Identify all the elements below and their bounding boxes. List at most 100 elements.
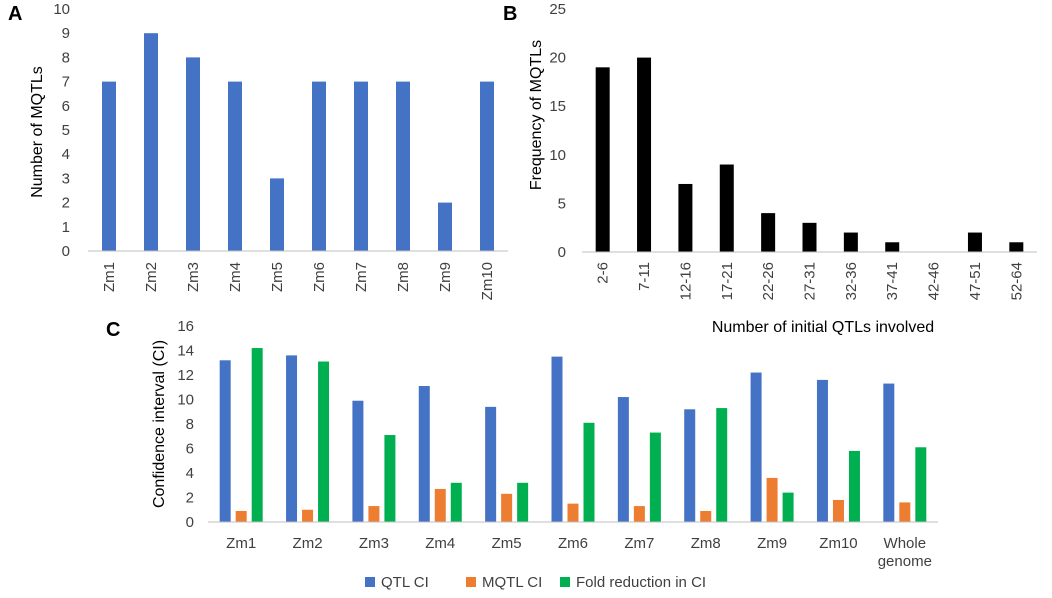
panel-a-bars: [102, 33, 494, 252]
panel-c-bar-mqtl-ci-2: [368, 506, 380, 522]
panel-c-x-tick-2: Zm3: [359, 535, 389, 552]
panel-b-bars: [595, 57, 1024, 252]
panel-b-bar-7: [885, 242, 900, 252]
panel-c-x-tick-8: Zm9: [757, 535, 787, 552]
panel-b-bar-1: [637, 57, 652, 252]
panel-a-x-ticks: Zm1 Zm2 Zm3 Zm4 Zm5 Zm6 Zm7 Zm8 Zm9 Zm10: [101, 262, 496, 300]
panel-a-bar-1: [144, 33, 158, 252]
panel-a-bar-0: [102, 81, 116, 251]
panel-a-bar-8: [438, 202, 452, 251]
panel-a-label: A: [8, 3, 22, 25]
panel-c-bar-mqtl-ci-6: [633, 506, 645, 522]
panel-b-y-tick-3: 15: [549, 98, 566, 115]
panel-a-bar-6: [354, 81, 368, 251]
panel-c-x-tick-0: Zm1: [226, 535, 256, 552]
panel-c-bar-qtl-ci-1: [286, 355, 298, 522]
panel-b-bar-6: [843, 232, 858, 252]
panel-c-bar-fold-reduction-in-ci-5: [583, 422, 595, 522]
panel-c-bar-qtl-ci-4: [485, 406, 497, 522]
panel-c-x-tick-6: Zm7: [624, 535, 654, 552]
panel-c-x-tick-3: Zm4: [425, 535, 455, 552]
panel-a-x-tick-4: Zm5: [269, 262, 286, 292]
panel-c-y-tick-4: 8: [186, 416, 194, 433]
panel-c-bars: [219, 348, 927, 522]
panel-b-x-axis-label: Number of initial QTLs involved: [712, 319, 934, 336]
panel-c-bar-qtl-ci-10: [883, 383, 895, 522]
panel-c-bar-mqtl-ci-3: [434, 488, 446, 522]
panel-a-y-tick-8: 8: [62, 49, 70, 66]
legend-swatch-1: [466, 577, 476, 587]
panel-b-x-tick-2: 12-16: [677, 262, 694, 300]
panel-b-x-tick-1: 7-11: [636, 262, 653, 291]
chart-panel-b: B Frequency of MQTLs 0 5 10 15 20 25 2-6 7-11 1…: [503, 1, 1037, 336]
legend-swatch-2: [560, 577, 570, 587]
panel-c-y-tick-6: 12: [177, 367, 194, 384]
panel-c-x-tick-10: Whole genome: [878, 535, 932, 570]
panel-a-y-tick-5: 5: [62, 122, 70, 139]
panel-b-bar-9: [967, 232, 982, 252]
panel-c-bar-qtl-ci-5: [551, 356, 563, 522]
panel-b-y-ticks: 0 5 10 15 20 25: [549, 1, 566, 261]
panel-c-x-tick-7: Zm8: [691, 535, 721, 552]
panel-c-bar-qtl-ci-7: [684, 409, 696, 522]
panel-c-bar-qtl-ci-6: [617, 397, 629, 522]
panel-b-bar-4: [761, 213, 776, 252]
panel-b-y-tick-0: 0: [558, 244, 566, 261]
panel-b-label: B: [503, 3, 517, 25]
panel-c-bar-fold-reduction-in-ci-4: [517, 482, 529, 522]
panel-b-x-tick-0: 2-6: [595, 262, 612, 284]
panel-c-bar-qtl-ci-0: [219, 360, 231, 522]
legend-swatch-0: [365, 577, 375, 587]
panel-b-bar-3: [719, 164, 734, 252]
panel-c-bar-mqtl-ci-10: [899, 502, 911, 522]
panel-a-y-tick-1: 1: [62, 219, 70, 236]
panel-c-bar-fold-reduction-in-ci-10: [915, 447, 927, 522]
panel-c-x-tick-4: Zm5: [492, 535, 522, 552]
panel-c-y-tick-0: 0: [186, 514, 194, 531]
panel-a-y-tick-10: 10: [53, 1, 70, 18]
panel-c-y-tick-5: 10: [177, 392, 194, 409]
panel-b-x-tick-10: 52-64: [1008, 262, 1025, 300]
panel-c-bar-qtl-ci-2: [352, 400, 364, 522]
panel-c-bar-fold-reduction-in-ci-9: [848, 450, 860, 522]
panel-c-bar-fold-reduction-in-ci-8: [782, 492, 794, 522]
panel-a-x-tick-9: Zm10: [479, 262, 496, 300]
chart-panel-c: C Confidence interval (CI) 0 2 4 6 8 10 12 14 16…: [106, 318, 938, 591]
panel-c-bar-fold-reduction-in-ci-3: [450, 482, 462, 522]
panel-b-y-tick-2: 10: [549, 147, 566, 164]
panel-a-y-tick-4: 4: [62, 146, 70, 163]
panel-b-x-tick-4: 22-26: [760, 262, 777, 300]
panel-a-y-tick-0: 0: [62, 243, 70, 260]
legend-label-2: Fold reduction in CI: [576, 574, 706, 591]
panel-a-y-ticks: 0 1 2 3 4 5 6 7 8 9 10: [53, 1, 70, 260]
panel-c-y-tick-8: 16: [177, 318, 194, 335]
panel-b-x-tick-9: 47-51: [967, 262, 984, 300]
panel-b-bar-2: [678, 183, 693, 252]
panel-a-x-tick-6: Zm7: [353, 262, 370, 292]
panel-c-bar-fold-reduction-in-ci-2: [384, 435, 396, 522]
panel-c-bar-mqtl-ci-8: [766, 477, 778, 522]
panel-a-x-tick-8: Zm9: [437, 262, 454, 292]
panel-b-bar-5: [802, 222, 817, 252]
panel-c-bar-qtl-ci-8: [750, 372, 762, 522]
panel-b-x-tick-8: 42-46: [926, 262, 943, 300]
panel-b-bar-0: [595, 67, 610, 252]
panel-c-y-ticks: 0 2 4 6 8 10 12 14 16: [177, 318, 194, 531]
panel-c-legend: QTL CI MQTL CI Fold reduction in CI: [365, 574, 706, 591]
legend-label-1: MQTL CI: [482, 574, 542, 591]
panel-b-x-ticks: 2-6 7-11 12-16 17-21 22-26 27-31 32-36 37-41 42-…: [595, 262, 1026, 300]
panel-a-x-tick-7: Zm8: [395, 262, 412, 292]
panel-b-x-tick-7: 37-41: [884, 262, 901, 300]
panel-c-y-tick-7: 14: [177, 343, 194, 360]
panel-a-y-tick-3: 3: [62, 170, 70, 187]
panel-a-y-tick-9: 9: [62, 25, 70, 42]
panel-c-bar-fold-reduction-in-ci-0: [251, 348, 263, 522]
panel-c-label: C: [106, 319, 120, 341]
chart-panel-a: A Number of MQTLs 0 1 2 3 4 5 6 7 8 9 10 Zm1 Zm2 Zm3…: [8, 1, 508, 300]
panel-a-x-tick-3: Zm4: [227, 262, 244, 292]
panel-a-bar-3: [228, 81, 242, 251]
panel-c-bar-fold-reduction-in-ci-1: [318, 361, 330, 522]
panel-b-x-tick-5: 27-31: [802, 262, 819, 300]
panel-a-x-tick-0: Zm1: [101, 262, 118, 292]
